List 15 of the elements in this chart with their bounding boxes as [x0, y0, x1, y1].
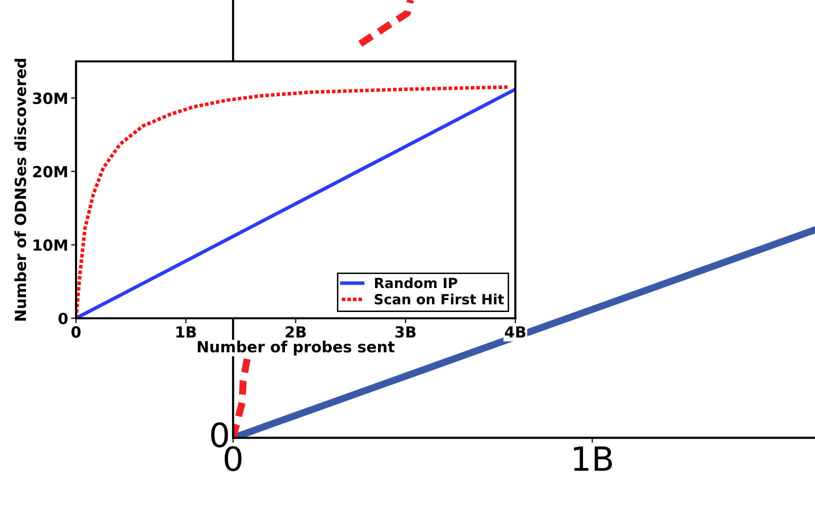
- y-tick-label: 0: [58, 312, 68, 324]
- text: 0: [211, 422, 228, 448]
- x-tick-label: 1B: [176, 326, 196, 338]
- y-axis-title: Number of ODNSes discovered: [14, 58, 26, 321]
- y-tick-label: 20M: [33, 166, 67, 178]
- legend-label: Random IP: [375, 277, 458, 288]
- legend-label: Scan on First Hit: [374, 294, 504, 304]
- x-tick-label: 3B: [395, 326, 416, 338]
- y-tick-label: 30M: [32, 92, 67, 104]
- y-tick-label: 10M: [34, 239, 67, 251]
- x-tick-label: 2B: [286, 326, 306, 338]
- x-tick-label: 0: [71, 326, 81, 338]
- x-tick-label: 1B: [574, 446, 612, 471]
- x-tick-label: 4B: [504, 326, 526, 338]
- x-axis-title: Number of probes sent: [198, 340, 395, 356]
